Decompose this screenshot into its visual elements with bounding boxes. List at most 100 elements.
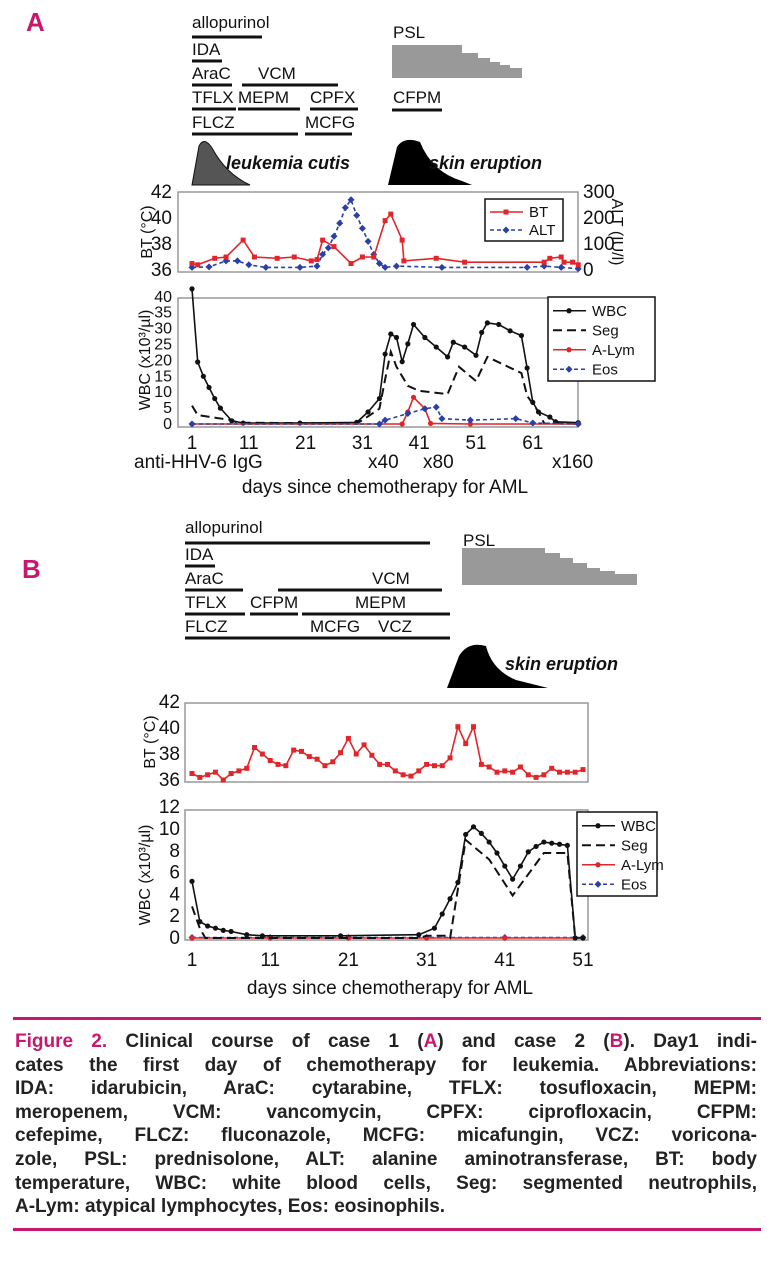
data-point-alt	[262, 263, 270, 271]
data-point-bt	[369, 752, 375, 758]
data-point-bt	[223, 254, 229, 260]
data-point-wbc	[556, 841, 563, 847]
data-point-alt	[233, 257, 241, 265]
y-tick-label: 0	[169, 928, 180, 949]
data-point-bt	[502, 768, 508, 774]
drug-ida: IDA	[192, 40, 221, 59]
data-point-wbc	[228, 928, 234, 935]
series-wbc-line	[191, 825, 583, 939]
data-point-alt	[296, 263, 304, 271]
legend-label-bt: BT	[529, 204, 548, 221]
x-tick-label: 1	[187, 950, 198, 971]
data-point-eos	[375, 420, 383, 428]
data-point-alt	[392, 262, 400, 270]
data-point-bt	[345, 735, 351, 741]
data-point-bt	[197, 774, 203, 780]
data-point-bt	[572, 769, 578, 775]
data-point-wbc	[439, 911, 445, 917]
data-point-wbc	[541, 839, 547, 845]
data-point-wbc	[473, 352, 479, 358]
caption-line: meropenem, VCM: vancomycin, CPFX: ciprof…	[15, 1101, 757, 1125]
data-point-eos	[512, 415, 520, 423]
data-point-wbc	[455, 879, 461, 886]
drug-mcfg: MCFG	[310, 617, 360, 636]
data-point-wbc	[410, 321, 417, 328]
data-point-bt	[433, 255, 439, 261]
y-tick-label: 35	[154, 305, 172, 322]
data-point-eos	[574, 420, 582, 428]
plot-frame	[184, 702, 589, 783]
caption-line: IDA: idarubicin, AraC: cytarabine, TFLX:…	[15, 1077, 757, 1101]
data-point-bt	[399, 237, 405, 243]
data-point-alt	[353, 211, 361, 219]
x-tick-label: 21	[295, 433, 316, 454]
data-point-bt	[564, 769, 570, 775]
data-point-bt	[205, 772, 211, 778]
legend-marker-a-lym	[595, 862, 601, 868]
drug-flcz: FLCZ	[185, 617, 228, 636]
data-point-alt	[375, 260, 383, 267]
data-point-a-lym	[427, 420, 434, 426]
data-point-bt	[561, 259, 567, 265]
y2-tick-label: 100	[583, 234, 615, 255]
drug-vcz: VCZ	[378, 617, 412, 636]
data-point-bt	[541, 772, 547, 778]
x-tick-label: 11	[260, 950, 280, 971]
data-point-wbc	[422, 334, 428, 341]
data-point-bt	[533, 774, 539, 780]
skin-eruption-shape-a	[388, 139, 472, 185]
data-point-alt	[324, 244, 332, 252]
y-tick-label: 38	[159, 744, 180, 765]
skin-eruption-shape-b	[447, 644, 548, 688]
y-tick-label: 36	[151, 260, 172, 281]
data-point-bt	[549, 765, 555, 771]
x-tick-label: 41	[494, 950, 515, 971]
caption-line: Figure 2. Clinical course of case 1 (A) …	[15, 1030, 757, 1054]
y-axis-title: BT (°C)	[142, 715, 159, 768]
data-point-bt	[517, 764, 523, 770]
data-point-bt	[220, 777, 226, 783]
data-point-bt	[462, 259, 468, 265]
caption-text: A-Lym: atypical lymphocytes, Eos: eosino…	[15, 1196, 446, 1218]
drug-timeline-b: allopurinol IDA AraC VCM TFLX CFPM MEPM …	[185, 518, 637, 688]
drug-ida: IDA	[185, 545, 214, 564]
data-point-wbc	[433, 344, 439, 350]
data-point-bt	[283, 763, 289, 769]
caption-line: cates the first day of chemotherapy for …	[15, 1054, 757, 1078]
y-tick-label: 40	[159, 718, 180, 739]
event-leukemia-cutis: leukemia cutis	[226, 153, 350, 173]
data-point-bt	[252, 745, 258, 750]
data-point-a-lym	[345, 935, 351, 941]
y-tick-label: 0	[163, 416, 172, 433]
legend-box	[484, 198, 564, 242]
x-tick-label: 31	[416, 950, 437, 971]
y-tick-label: 2	[169, 906, 180, 927]
legend-label-a-lym: A-Lym	[592, 342, 635, 359]
legend-marker-eos	[594, 880, 602, 888]
data-point-wbc	[510, 876, 516, 882]
data-point-bt	[291, 747, 297, 753]
drug-cpfx: CPFX	[310, 88, 355, 107]
data-point-bt	[510, 769, 516, 775]
caption-line: A-Lym: atypical lymphocytes, Eos: eosino…	[15, 1195, 757, 1219]
titer-3: x160	[552, 452, 593, 473]
data-point-bt	[275, 761, 281, 767]
y2-tick-label: 0	[583, 260, 594, 281]
data-point-wbc	[533, 843, 539, 850]
caption-text: IDA: idarubicin, AraC: cytarabine, TFLX:…	[15, 1078, 757, 1100]
psl-taper-bar	[392, 45, 522, 78]
data-point-bt	[400, 772, 406, 778]
data-point-alt	[313, 262, 321, 270]
data-point-bt	[314, 257, 320, 263]
y-axis-title: WBC (x10³/µl)	[137, 825, 154, 926]
data-point-wbc	[564, 842, 570, 848]
caption-line: temperature, WBC: white blood cells, Seg…	[15, 1172, 757, 1196]
data-point-eos	[404, 410, 412, 418]
legend-label-eos: Eos	[621, 876, 647, 893]
legend-label-wbc: WBC	[621, 818, 656, 835]
data-point-bt	[382, 218, 388, 224]
legend-label-seg: Seg	[592, 322, 619, 339]
data-point-bt	[212, 255, 218, 261]
data-point-bt	[494, 769, 500, 775]
